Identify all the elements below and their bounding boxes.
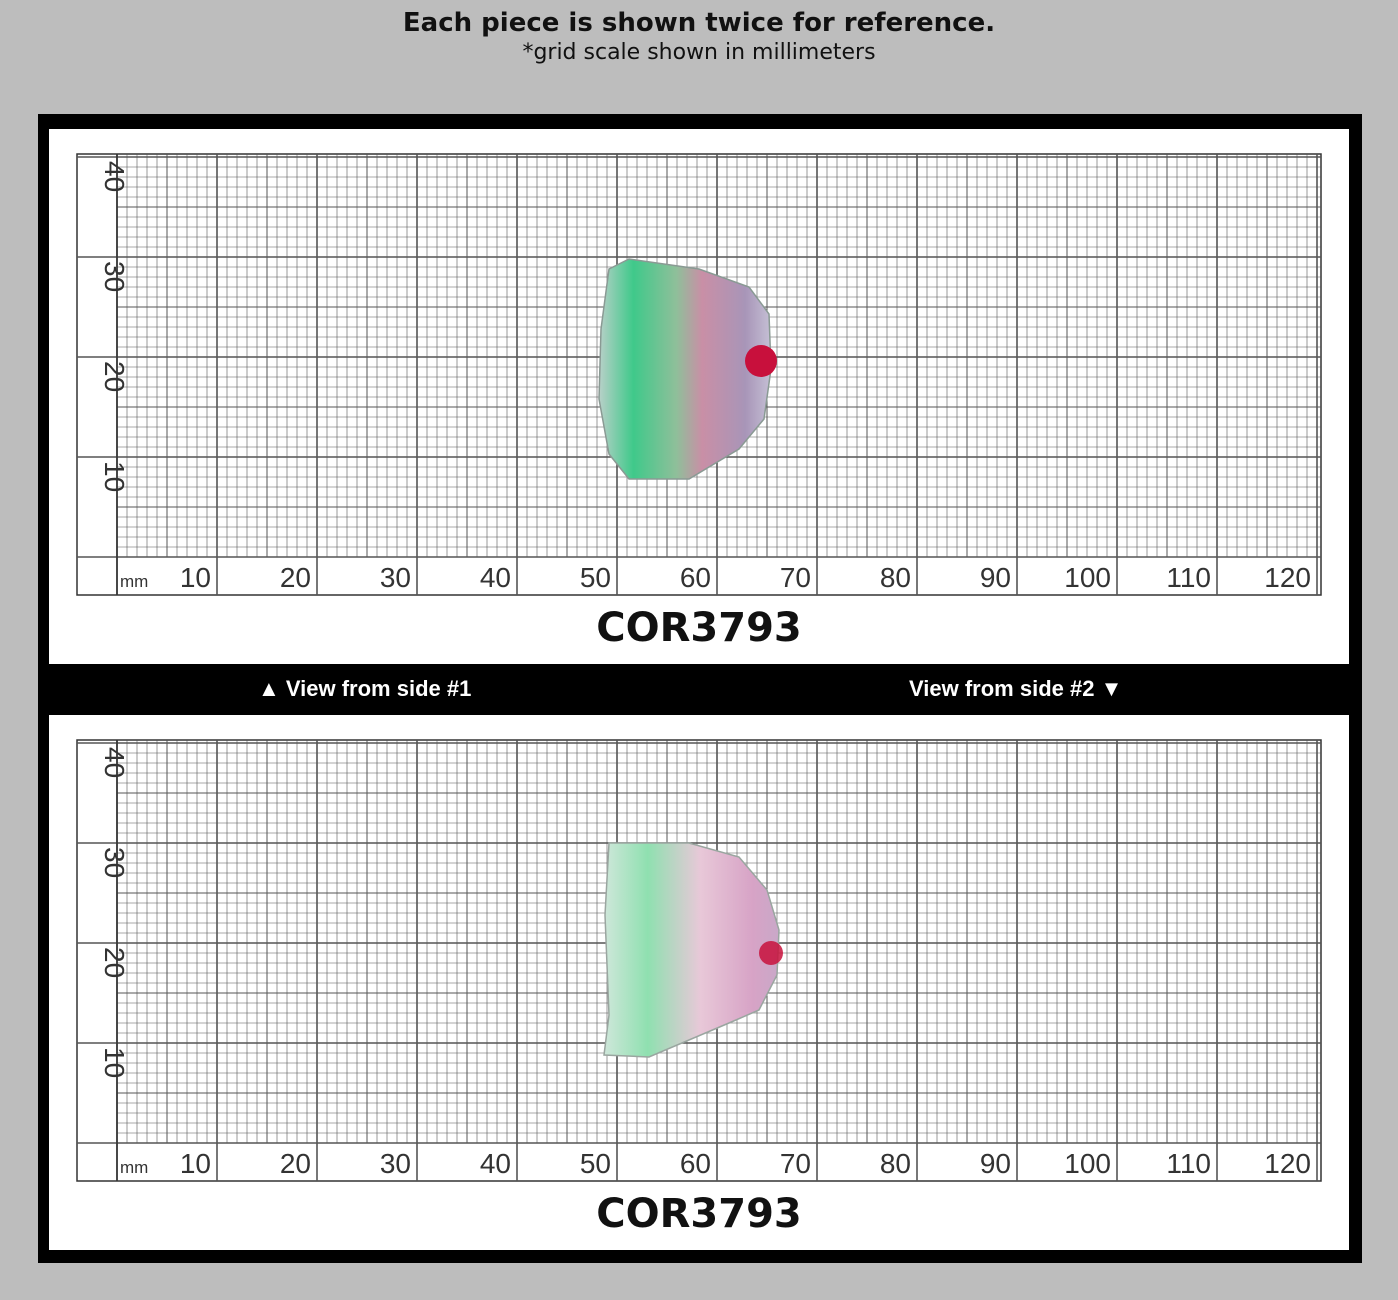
y-tick-label: 30 (99, 847, 130, 878)
x-tick-label: 10 (180, 1148, 211, 1179)
side-1-label: ▲ View from side #1 (258, 676, 472, 701)
specimen-photo (598, 258, 777, 480)
x-tick-label: 10 (180, 562, 211, 593)
page-title: Each piece is shown twice for reference. (402, 8, 996, 38)
view-panel-side-2: 10 20 30 40 50 60 70 80 90 100 110 120 mm 10 20 30 40 CO… (49, 715, 1349, 1250)
x-tick-label: 70 (780, 562, 811, 593)
specimen-code: COR3793 (596, 1191, 802, 1237)
y-tick-label: 30 (99, 261, 130, 292)
x-tick-label: 100 (1064, 1148, 1111, 1179)
x-tick-label: 70 (780, 1148, 811, 1179)
x-tick-label: 80 (880, 1148, 911, 1179)
view-panel-side-1: 10 20 30 40 50 60 70 80 90 100 110 120 mm 10 20 30 40 CO… (49, 129, 1349, 664)
x-tick-label: 40 (480, 562, 511, 593)
y-tick-label: 20 (99, 361, 130, 392)
unit-label: mm (120, 1158, 148, 1177)
y-tick-label: 10 (99, 1047, 130, 1078)
y-tick-label: 20 (99, 947, 130, 978)
x-tick-label: 110 (1166, 562, 1211, 593)
x-tick-label: 100 (1064, 562, 1111, 593)
y-tick-label: 10 (99, 461, 130, 492)
x-tick-label: 30 (380, 562, 411, 593)
x-tick-label: 20 (280, 562, 311, 593)
side-2-label: View from side #2 ▼ (909, 676, 1123, 701)
specimen-code: COR3793 (596, 605, 802, 651)
x-tick-label: 20 (280, 1148, 311, 1179)
specimen-photo (603, 842, 783, 1058)
x-tick-label: 50 (580, 562, 611, 593)
header: Each piece is shown twice for reference.… (0, 6, 1398, 66)
x-tick-label: 40 (480, 1148, 511, 1179)
x-tick-label: 80 (880, 562, 911, 593)
x-tick-label: 90 (980, 562, 1011, 593)
mm-grid: 10 20 30 40 50 60 70 80 90 100 110 120 mm 10 20 30 40 (76, 153, 1322, 596)
x-tick-label: 90 (980, 1148, 1011, 1179)
unit-label: mm (120, 572, 148, 591)
x-tick-label: 60 (680, 562, 711, 593)
page-subtitle: *grid scale shown in millimeters (522, 40, 876, 65)
y-tick-label: 40 (99, 161, 130, 192)
mm-grid: 10 20 30 40 50 60 70 80 90 100 110 120 mm 10 20 30 40 (76, 739, 1322, 1182)
x-tick-label: 110 (1166, 1148, 1211, 1179)
x-tick-label: 50 (580, 1148, 611, 1179)
x-tick-label: 60 (680, 1148, 711, 1179)
x-tick-label: 30 (380, 1148, 411, 1179)
x-tick-label: 120 (1264, 562, 1311, 593)
x-tick-label: 120 (1264, 1148, 1311, 1179)
y-tick-label: 40 (99, 747, 130, 778)
